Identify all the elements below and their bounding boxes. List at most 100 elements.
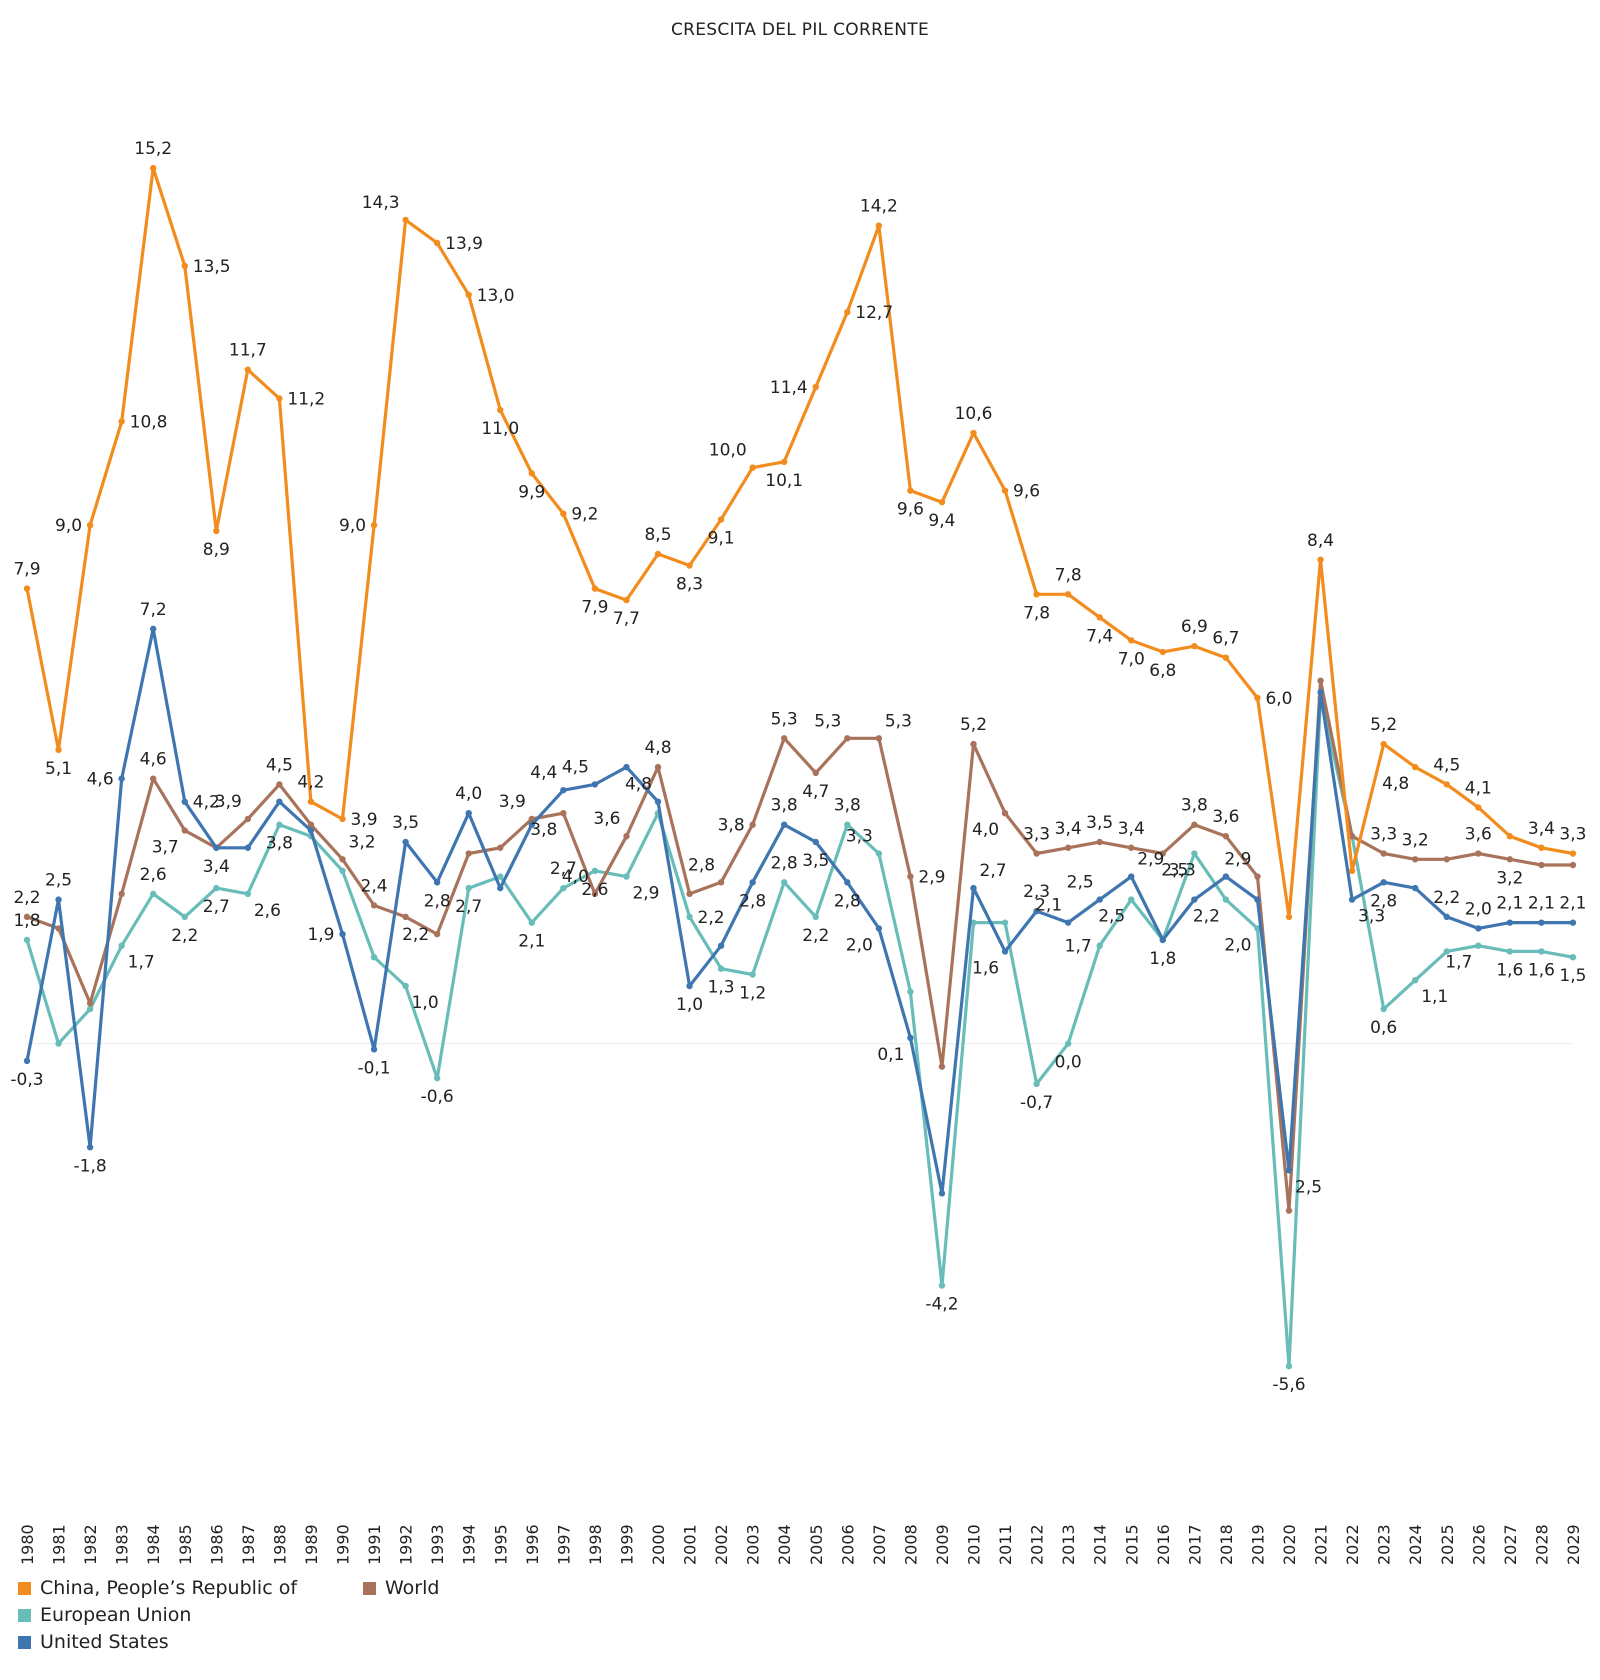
data-point[interactable] <box>1443 913 1450 921</box>
data-point[interactable] <box>150 775 157 782</box>
data-point[interactable] <box>150 164 157 172</box>
data-point[interactable] <box>907 988 914 995</box>
data-point[interactable] <box>1064 919 1072 926</box>
data-point[interactable] <box>402 913 409 921</box>
data-point[interactable] <box>181 827 188 834</box>
data-point[interactable] <box>244 815 252 823</box>
data-point[interactable] <box>781 735 788 742</box>
data-point[interactable] <box>686 562 693 569</box>
data-point[interactable] <box>528 821 535 828</box>
data-point[interactable] <box>1285 913 1293 921</box>
data-point[interactable] <box>1538 919 1545 926</box>
data-point[interactable] <box>55 896 62 903</box>
data-point[interactable] <box>23 585 31 592</box>
data-point[interactable] <box>1380 1005 1387 1013</box>
data-point[interactable] <box>339 930 346 938</box>
data-point[interactable] <box>560 810 567 817</box>
data-point[interactable] <box>560 786 567 794</box>
data-point[interactable] <box>1317 677 1324 684</box>
data-point[interactable] <box>844 821 851 828</box>
data-point[interactable] <box>339 815 346 823</box>
data-point[interactable] <box>118 775 125 782</box>
data-point[interactable] <box>875 925 883 932</box>
data-point[interactable] <box>1569 850 1577 857</box>
data-point[interactable] <box>875 222 883 229</box>
data-point[interactable] <box>717 965 725 972</box>
data-point[interactable] <box>465 850 472 857</box>
data-point[interactable] <box>717 879 725 886</box>
data-point[interactable] <box>276 798 283 805</box>
data-point[interactable] <box>370 1046 378 1053</box>
data-point[interactable] <box>307 821 315 828</box>
data-point[interactable] <box>213 527 220 535</box>
data-point[interactable] <box>1475 804 1482 811</box>
data-point[interactable] <box>1285 1207 1293 1214</box>
legend-item-united-states[interactable]: United States <box>18 1631 169 1653</box>
data-point[interactable] <box>1412 977 1419 984</box>
data-point[interactable] <box>339 867 346 874</box>
data-point[interactable] <box>1317 689 1324 696</box>
data-point[interactable] <box>1033 591 1040 598</box>
data-point[interactable] <box>812 769 819 777</box>
data-point[interactable] <box>244 844 252 851</box>
data-point[interactable] <box>623 596 630 604</box>
data-point[interactable] <box>307 798 315 805</box>
data-point[interactable] <box>1506 948 1514 955</box>
data-point[interactable] <box>812 913 819 921</box>
data-point[interactable] <box>1096 896 1103 903</box>
data-point[interactable] <box>812 383 819 391</box>
data-point[interactable] <box>1443 856 1450 863</box>
data-point[interactable] <box>1096 838 1103 846</box>
data-point[interactable] <box>528 470 535 477</box>
data-point[interactable] <box>86 1005 94 1013</box>
data-point[interactable] <box>1254 896 1261 903</box>
data-point[interactable] <box>276 395 283 402</box>
data-point[interactable] <box>1064 591 1072 598</box>
data-point[interactable] <box>1191 850 1198 857</box>
data-point[interactable] <box>875 850 883 857</box>
data-point[interactable] <box>528 815 535 823</box>
data-point[interactable] <box>370 902 378 909</box>
data-point[interactable] <box>844 879 851 886</box>
data-point[interactable] <box>181 798 188 805</box>
data-point[interactable] <box>1001 919 1009 926</box>
data-point[interactable] <box>654 550 662 558</box>
data-point[interactable] <box>213 884 220 892</box>
data-point[interactable] <box>1191 896 1198 903</box>
data-point[interactable] <box>686 890 693 898</box>
data-point[interactable] <box>749 971 756 978</box>
data-point[interactable] <box>1443 948 1450 955</box>
data-point[interactable] <box>1506 833 1514 840</box>
data-point[interactable] <box>1569 919 1577 926</box>
legend-item-china[interactable]: China, People’s Republic of <box>18 1577 297 1599</box>
data-point[interactable] <box>433 1074 441 1082</box>
data-point[interactable] <box>591 890 599 898</box>
data-point[interactable] <box>717 942 725 949</box>
data-point[interactable] <box>118 890 125 898</box>
data-point[interactable] <box>970 919 977 926</box>
data-point[interactable] <box>1254 925 1261 932</box>
data-point[interactable] <box>907 487 914 494</box>
data-point[interactable] <box>1506 919 1514 926</box>
data-point[interactable] <box>1254 694 1261 702</box>
data-point[interactable] <box>1064 844 1072 851</box>
data-point[interactable] <box>402 216 409 224</box>
data-point[interactable] <box>749 821 756 828</box>
data-point[interactable] <box>1348 867 1356 874</box>
data-point[interactable] <box>844 735 851 742</box>
data-point[interactable] <box>213 844 220 851</box>
data-point[interactable] <box>1159 648 1167 656</box>
data-point[interactable] <box>339 856 346 863</box>
data-point[interactable] <box>86 1144 94 1151</box>
data-point[interactable] <box>749 464 756 471</box>
data-point[interactable] <box>591 867 599 874</box>
data-point[interactable] <box>1191 821 1198 828</box>
data-point[interactable] <box>1475 925 1482 932</box>
data-point[interactable] <box>686 982 693 990</box>
data-point[interactable] <box>970 884 977 892</box>
data-point[interactable] <box>970 429 977 437</box>
data-point[interactable] <box>497 844 504 851</box>
data-point[interactable] <box>1348 833 1356 840</box>
data-point[interactable] <box>1475 942 1482 949</box>
data-point[interactable] <box>1538 948 1545 955</box>
